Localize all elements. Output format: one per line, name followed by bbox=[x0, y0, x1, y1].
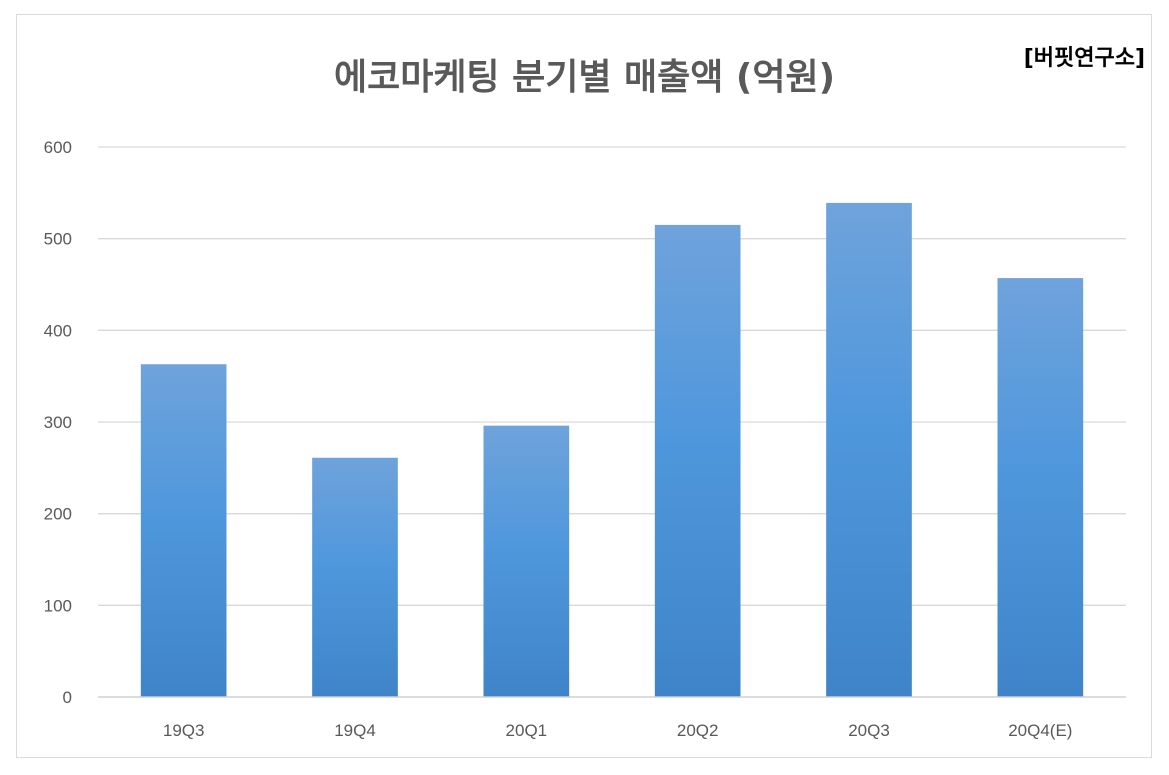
y-tick-label: 100 bbox=[44, 596, 72, 615]
y-tick-label: 600 bbox=[44, 138, 72, 157]
y-tick-label: 400 bbox=[44, 321, 72, 340]
chart-title: 에코마케팅 분기별 매출액 (억원) bbox=[333, 57, 836, 98]
x-tick-labels: 19Q3 19Q4 20Q1 20Q2 20Q3 20Q4(E) bbox=[163, 721, 1073, 740]
gridlines bbox=[98, 146, 1126, 606]
x-tick-label: 20Q3 bbox=[848, 721, 890, 740]
bar-20q3 bbox=[826, 202, 912, 697]
y-tick-label: 500 bbox=[44, 230, 72, 249]
y-tick-label: 200 bbox=[44, 505, 72, 524]
bar-19q4 bbox=[312, 457, 398, 697]
x-tick-label: 20Q2 bbox=[677, 721, 719, 740]
bar-20q1 bbox=[483, 425, 570, 697]
y-tick-label: 300 bbox=[44, 413, 72, 432]
bar-19q3 bbox=[140, 364, 227, 697]
source-label: [버핏연구소] bbox=[1023, 46, 1145, 71]
y-tick-labels: 0 100 200 300 400 500 600 bbox=[44, 138, 72, 707]
x-tick-label: 20Q1 bbox=[506, 721, 548, 740]
bar-20q4e bbox=[997, 278, 1084, 697]
x-tick-label: 19Q4 bbox=[334, 721, 376, 740]
bars bbox=[140, 202, 1084, 697]
bar-20q2 bbox=[654, 224, 741, 697]
x-tick-label: 19Q3 bbox=[163, 721, 205, 740]
x-tick-label: 20Q4(E) bbox=[1008, 721, 1072, 740]
y-tick-label: 0 bbox=[63, 688, 72, 707]
